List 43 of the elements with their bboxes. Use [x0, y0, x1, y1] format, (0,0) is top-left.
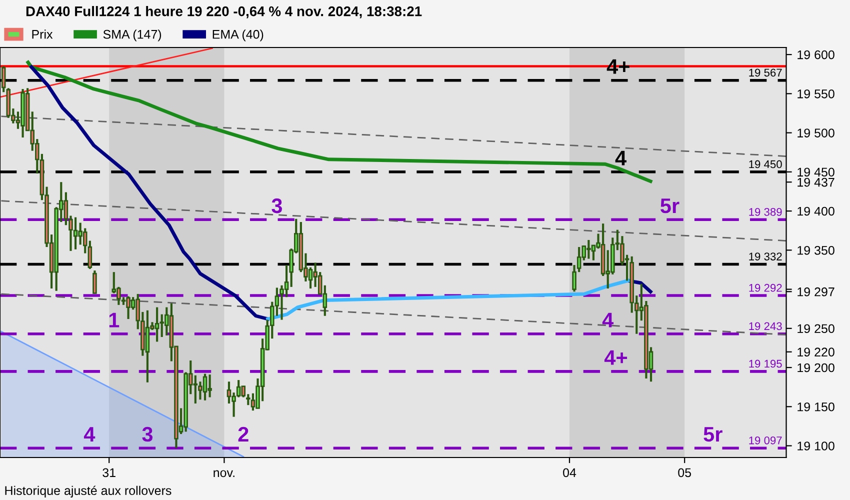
annotation: 5r — [704, 427, 722, 442]
text: Historique ajusté aux rollovers — [5, 486, 172, 498]
annotation: 4 — [84, 427, 96, 442]
annotation: 2 — [238, 426, 248, 442]
ref-line-label: 19 567 — [749, 68, 782, 77]
annotation: 1 — [109, 312, 120, 328]
x-tick-label: 04 — [563, 468, 576, 478]
annotation: 3 — [142, 426, 153, 442]
y-tick-label: 19 100 — [798, 442, 834, 450]
annotation: 4 — [602, 312, 614, 328]
annotation: 4 — [615, 150, 626, 166]
candlestick — [1, 65, 6, 94]
y-tick-label: 19 297 — [798, 287, 834, 296]
x-tick-label: 31 — [102, 468, 116, 478]
y-tick-label: 19 500 — [798, 128, 834, 138]
y-tick-label: 19 600 — [798, 50, 834, 60]
annotation: 3 — [272, 198, 282, 214]
y-tick-label: 19 450 — [798, 168, 834, 177]
legend-label: SMA (147) — [103, 30, 162, 42]
ref-line-label: 19 332 — [749, 252, 782, 260]
ref-line-label: 19 097 — [749, 436, 782, 444]
y-tick-label: 19 550 — [798, 89, 834, 98]
ref-line-label: 19 389 — [749, 208, 782, 216]
ref-line-label: 19 243 — [749, 322, 782, 330]
ref-line-label: 19 450 — [749, 160, 782, 168]
annotation: 5r — [660, 198, 680, 214]
ref-line-label: 19 195 — [749, 360, 782, 368]
y-tick-label: 19 437 — [798, 178, 834, 187]
y-tick-label: 19 220 — [798, 348, 834, 357]
y-tick-label: 19 150 — [798, 402, 834, 412]
annotation: 4+ — [604, 350, 628, 365]
line-series — [26, 60, 652, 184]
y-tick-label: 19 400 — [798, 206, 834, 216]
y-tick-label: 19 200 — [798, 363, 834, 372]
x-tick-label: nov. — [214, 470, 234, 478]
legend-label: Prix — [32, 30, 53, 39]
candlestick — [92, 269, 97, 294]
x-tick-label: 05 — [678, 468, 692, 478]
chart-title: DAX40 Full1224 1 heure 19 220 -0,64 % 4 nov. 2024, 18:38:21 — [26, 6, 422, 18]
legend-label: EMA (40) — [212, 30, 264, 42]
y-tick-label: 19 350 — [798, 246, 834, 255]
y-tick-label: 19 250 — [798, 324, 834, 334]
ref-line-label: 19 292 — [749, 284, 782, 292]
